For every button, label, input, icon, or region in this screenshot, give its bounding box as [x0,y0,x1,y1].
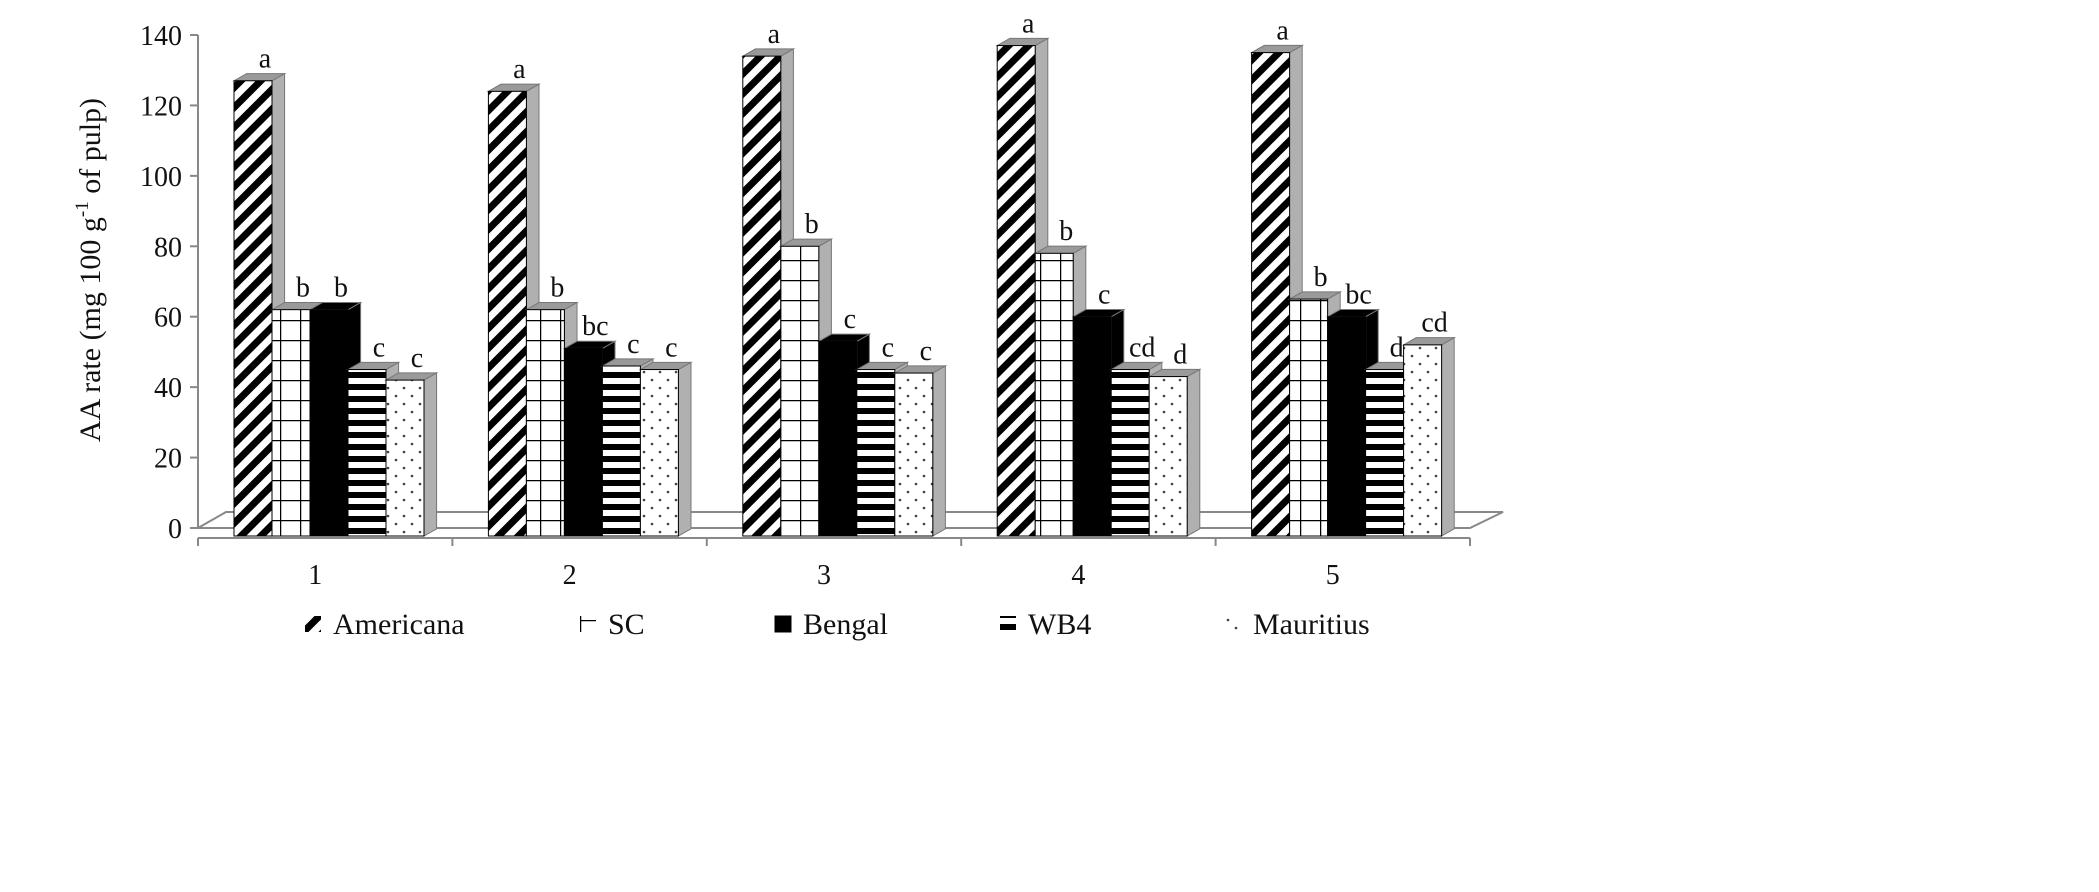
legend: Americana SC Bengal WB4 Mauritius [305,608,1370,641]
bar-front [1148,376,1188,537]
bar-letter-label: bc [1345,280,1371,311]
y-tick-label: 120 [140,91,182,122]
bar-front [1034,252,1074,537]
y-tick-label: 0 [168,514,182,545]
bar-front [818,340,858,537]
bar-front [309,309,349,537]
bar-letter-label: a [259,44,272,75]
bar-side [1441,336,1455,537]
bar-letter-label: a [1022,8,1035,39]
bar [1401,336,1457,537]
y-tick-label: 20 [154,444,182,475]
bar-front [1403,344,1443,537]
bar-letter-label: a [1276,15,1289,46]
bar-letter-label: a [513,54,526,85]
legend-item: WB4 [1000,608,1091,641]
bar-letter-label: b [1314,262,1328,293]
bar-letter-label: b [1059,216,1073,247]
bar-front [347,369,387,537]
bar-side [423,372,438,537]
bar-side [677,361,692,537]
legend-label: Bengal [803,608,888,641]
bar-letter-label: d [1173,339,1187,370]
bar [1147,368,1202,537]
bar-letter-label: b [550,272,564,303]
bar-front [525,309,565,537]
bar-side [932,364,946,537]
x-tick-label: 1 [308,560,322,591]
legend-label: WB4 [1028,608,1091,641]
bar [638,361,693,537]
bar-front [894,372,934,537]
y-tick-label: 60 [154,303,182,334]
bar-group: a b ccd d [995,8,1202,537]
x-tick-label: 4 [1071,560,1085,591]
bar-letter-label: b [296,272,310,303]
bar-letter-label: c [627,329,639,360]
legend-swatch [1000,616,1016,632]
legend-item: Mauritius [1225,608,1370,641]
bar-letter-label: c [373,332,385,363]
x-tick-label: 2 [563,560,577,591]
bar-front [563,347,603,537]
x-tick-label: 3 [817,560,831,591]
bar-front [742,55,782,537]
bar-front [271,309,311,537]
bar-front [1251,52,1291,537]
bar-front [487,90,527,537]
bar-front [780,245,820,537]
bar [892,364,948,537]
legend-label: Americana [333,608,465,641]
bar-letter-label: b [334,272,348,303]
y-tick-label: 40 [154,373,182,404]
bar-front [996,45,1036,537]
bar-front [1110,369,1150,537]
y-tick-label: 140 [140,21,182,52]
legend-item: SC [580,608,645,641]
bar-letter-label: d [1390,332,1404,363]
legend-label: SC [608,608,645,641]
bar [384,372,439,537]
bar-letter-label: cd [1129,332,1155,363]
legend-swatch [774,615,792,633]
bar-letter-label: c [920,336,932,367]
legend-swatch [580,616,596,632]
legend-item: Bengal [774,608,888,641]
bar-side [1186,368,1201,537]
bar-front [639,369,679,537]
y-axis-label: AA rate (mg 100 g-1 of pulp) [72,98,107,442]
bar-front [601,365,641,537]
bar-front [1289,298,1329,537]
bar-front [1327,316,1367,537]
bar-letter-label: a [768,19,781,50]
bar-front [233,80,273,537]
bar-front [856,369,896,537]
bar-front [1072,316,1112,537]
bar-letter-label: cd [1421,308,1447,339]
bar-letter-label: c [411,343,423,374]
legend-swatch [305,616,321,632]
legend-label: Mauritius [1253,608,1370,641]
bar-front [1365,369,1405,537]
bar-front [385,379,425,537]
y-tick-label: 100 [140,162,182,193]
y-tick-label: 80 [154,232,182,263]
bar-letter-label: bc [582,311,608,342]
legend-swatch [1225,616,1241,632]
x-tick-label: 5 [1326,560,1340,591]
bar [1249,44,1305,537]
bar-letter-label: b [805,209,819,240]
legend-item: Americana [305,608,465,641]
bar-letter-label: c [665,332,677,363]
bar-letter-label: c [882,332,894,363]
bar-letter-label: c [1098,280,1110,311]
bar-group: ab bc c [232,44,439,537]
bar-letter-label: c [844,304,856,335]
